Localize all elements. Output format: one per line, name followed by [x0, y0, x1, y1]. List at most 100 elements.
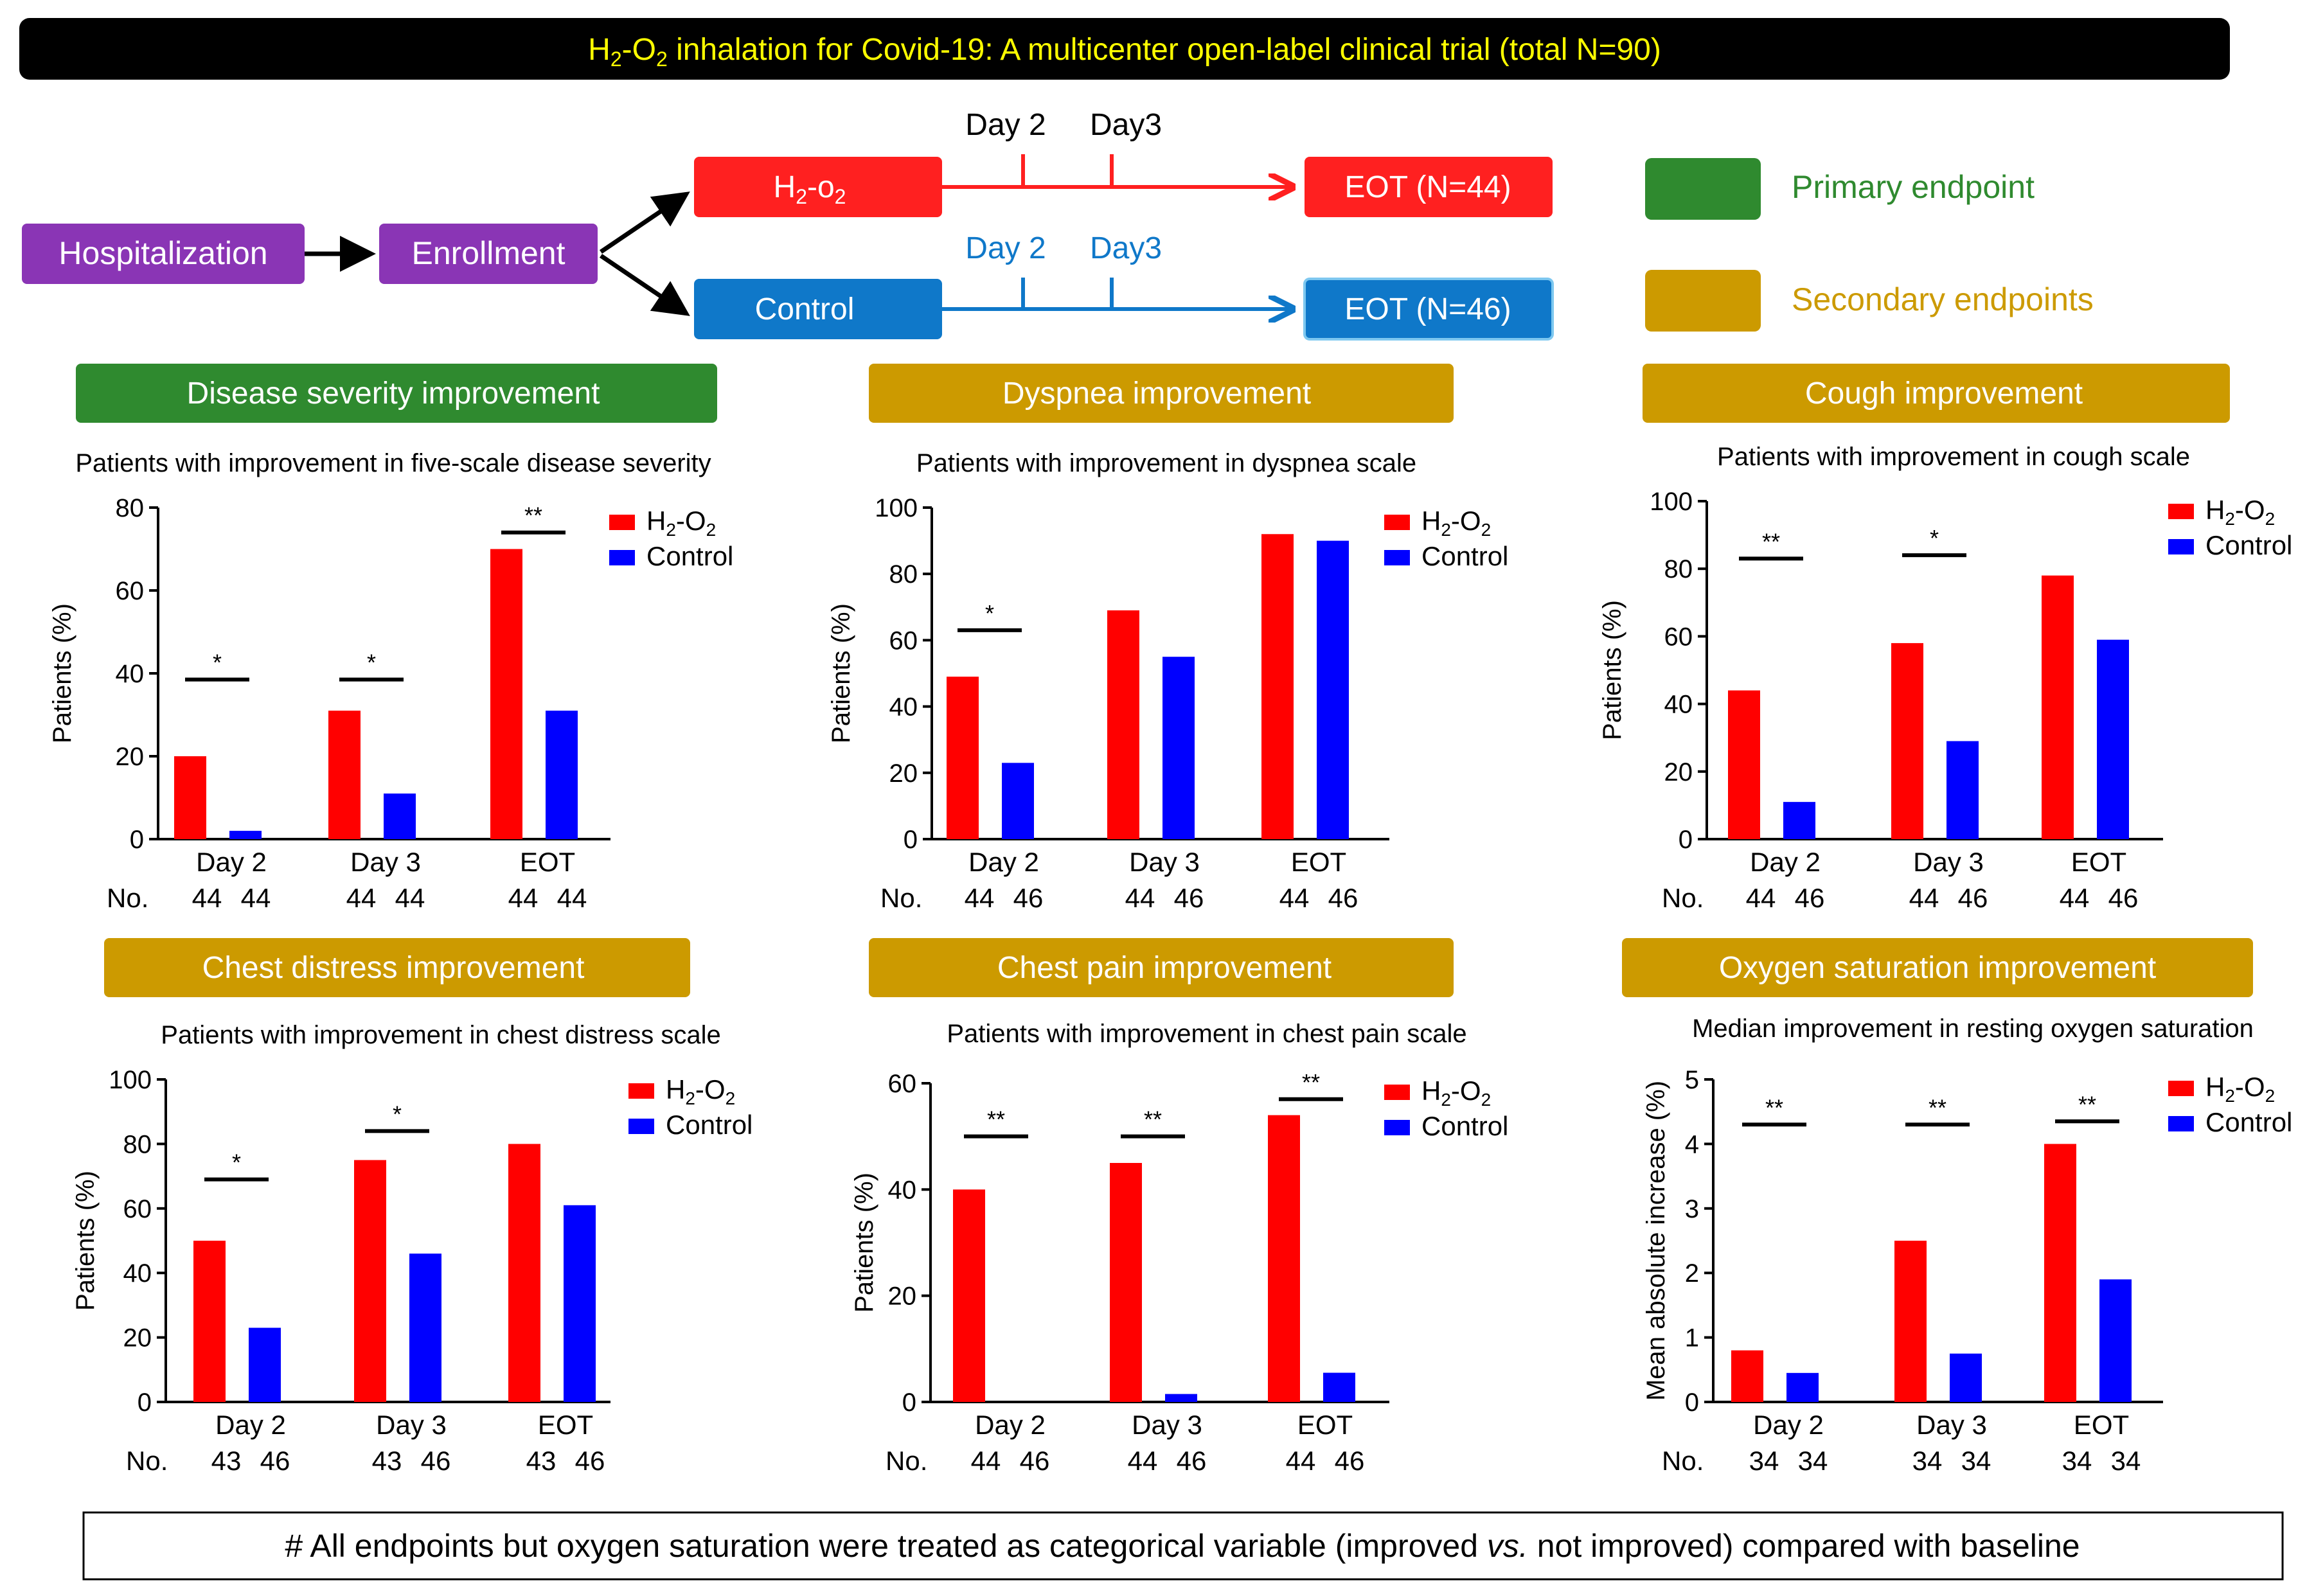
bar-h2-o2 — [2042, 575, 2074, 839]
y-tick-label: 1 — [1685, 1324, 1699, 1352]
sample-size-h2: 44 — [508, 883, 539, 913]
no-label: No. — [880, 883, 922, 913]
secondary-swatch — [1645, 270, 1761, 332]
chart-header-label: Disease severity improvement — [187, 377, 600, 411]
x-category-label: Day 2 — [968, 847, 1039, 877]
sample-size-control: 46 — [1013, 883, 1044, 913]
significance-label: ** — [524, 502, 542, 529]
legend-h2-part: H — [2205, 495, 2225, 525]
sample-size-control: 46 — [1020, 1446, 1050, 1476]
chart-panel-2: Dyspnea improvement Patients with improve… — [827, 364, 1508, 913]
sample-size-control: 46 — [2108, 883, 2139, 913]
significance-label: ** — [1302, 1069, 1320, 1095]
y-tick-label: 80 — [1664, 555, 1693, 583]
bar-h2-o2 — [1894, 1241, 1927, 1402]
no-label: No. — [126, 1446, 168, 1476]
x-category-label: EOT — [2074, 1410, 2129, 1440]
x-category-label: Day 3 — [376, 1410, 447, 1440]
bar-control — [1162, 657, 1195, 839]
y-tick-label: 0 — [904, 826, 918, 854]
legend-h2-swatch — [1384, 515, 1410, 530]
chart-title: Patients with improvement in five-scale … — [75, 449, 711, 477]
y-tick-label: 20 — [116, 743, 145, 771]
y-tick-label: 40 — [116, 660, 145, 688]
sample-size-h2: 44 — [965, 883, 995, 913]
chart-header-label: Cough improvement — [1805, 377, 2083, 411]
branch-arrow-lower — [600, 254, 690, 316]
legend-control-swatch — [628, 1119, 654, 1134]
bar-h2-o2 — [193, 1241, 226, 1402]
bar-h2-o2 — [1728, 690, 1760, 839]
y-axis-label: Patients (%) — [48, 603, 76, 743]
x-category-label: Day 3 — [1129, 847, 1200, 877]
no-label: No. — [1662, 1446, 1704, 1476]
sample-size-h2: 44 — [1746, 883, 1776, 913]
legend-h2-part: H — [646, 506, 666, 536]
y-tick-label: 60 — [889, 626, 918, 655]
control-arm-box — [694, 279, 942, 339]
y-tick-label: 80 — [889, 560, 918, 589]
title-bar — [19, 18, 2230, 80]
control-day3-label: Day3 — [1090, 231, 1162, 265]
charts-container: Disease severity improvement Patients wit… — [48, 364, 2292, 1476]
legend-h2-label: H2-O2 — [666, 1074, 735, 1108]
chart-panel-5: Chest pain improvement Patients with impr… — [850, 938, 1508, 1476]
bar-control — [384, 794, 416, 839]
significance-label: ** — [987, 1106, 1005, 1133]
y-tick-label: 20 — [1664, 758, 1693, 786]
bar-h2-o2 — [174, 756, 206, 839]
sample-size-control: 34 — [2111, 1446, 2141, 1476]
x-category-label: Day 3 — [1913, 847, 1984, 877]
h2-day3-label: Day3 — [1090, 108, 1162, 142]
bar-h2-o2 — [1731, 1350, 1763, 1402]
legend-h2-swatch — [628, 1083, 654, 1099]
chart-title: Patients with improvement in chest pain … — [947, 1020, 1466, 1048]
legend-h2-swatch — [1384, 1085, 1410, 1100]
no-label: No. — [886, 1446, 927, 1476]
sample-size-h2: 44 — [192, 883, 222, 913]
sample-size-control: 34 — [1798, 1446, 1828, 1476]
chart-header-box — [1643, 364, 2230, 423]
enrollment-label: Enrollment — [412, 235, 566, 271]
legend-h2-part: -O — [676, 506, 706, 536]
y-tick-label: 40 — [123, 1259, 152, 1288]
bar-control — [1783, 802, 1815, 839]
y-axis-label: Patients (%) — [827, 603, 855, 743]
y-tick-label: 100 — [109, 1066, 152, 1094]
legend-h2-label: H2-O2 — [2205, 1072, 2275, 1106]
legend-h2-swatch — [609, 515, 635, 530]
bar-h2-o2 — [1261, 534, 1294, 839]
y-tick-label: 20 — [888, 1282, 917, 1311]
legend-h2-label: H2-O2 — [2205, 495, 2275, 529]
x-category-label: Day 3 — [1916, 1410, 1987, 1440]
y-tick-label: 80 — [116, 494, 145, 522]
branch-arrow-upper — [600, 191, 690, 254]
x-category-label: Day 3 — [350, 847, 421, 877]
sample-size-control: 34 — [1961, 1446, 1991, 1476]
legend-h2-part: -O — [1451, 506, 1481, 536]
sample-size-control: 46 — [1174, 883, 1204, 913]
legend-control-label: Control — [2205, 530, 2292, 560]
legend-h2-part: -O — [1451, 1076, 1481, 1106]
h2-eot-label: EOT (N=44) — [1344, 170, 1511, 204]
y-tick-label: 40 — [1664, 691, 1693, 719]
sample-size-control: 46 — [1958, 883, 1988, 913]
legend-h2-part: 2 — [2265, 1086, 2276, 1106]
bar-h2-o2 — [354, 1160, 386, 1402]
legend-h2-part: -O — [2235, 495, 2265, 525]
sample-size-h2: 43 — [372, 1446, 402, 1476]
x-category-label: EOT — [538, 1410, 593, 1440]
bar-control — [1317, 540, 1349, 839]
bar-h2-o2 — [1268, 1115, 1300, 1402]
secondary-legend-label: Secondary endpoints — [1792, 281, 2094, 317]
y-tick-label: 0 — [1685, 1388, 1699, 1417]
chart-header-label: Oxygen saturation improvement — [1719, 951, 2156, 985]
chart-header-box — [869, 938, 1454, 997]
sample-size-h2: 44 — [1128, 1446, 1158, 1476]
y-tick-label: 80 — [123, 1130, 152, 1158]
bar-h2-o2 — [328, 711, 361, 839]
chart-title: Patients with improvement in dyspnea sca… — [916, 449, 1416, 477]
significance-label: * — [393, 1101, 402, 1127]
legend-h2-part: -O — [695, 1074, 726, 1104]
bar-control — [1786, 1372, 1819, 1402]
